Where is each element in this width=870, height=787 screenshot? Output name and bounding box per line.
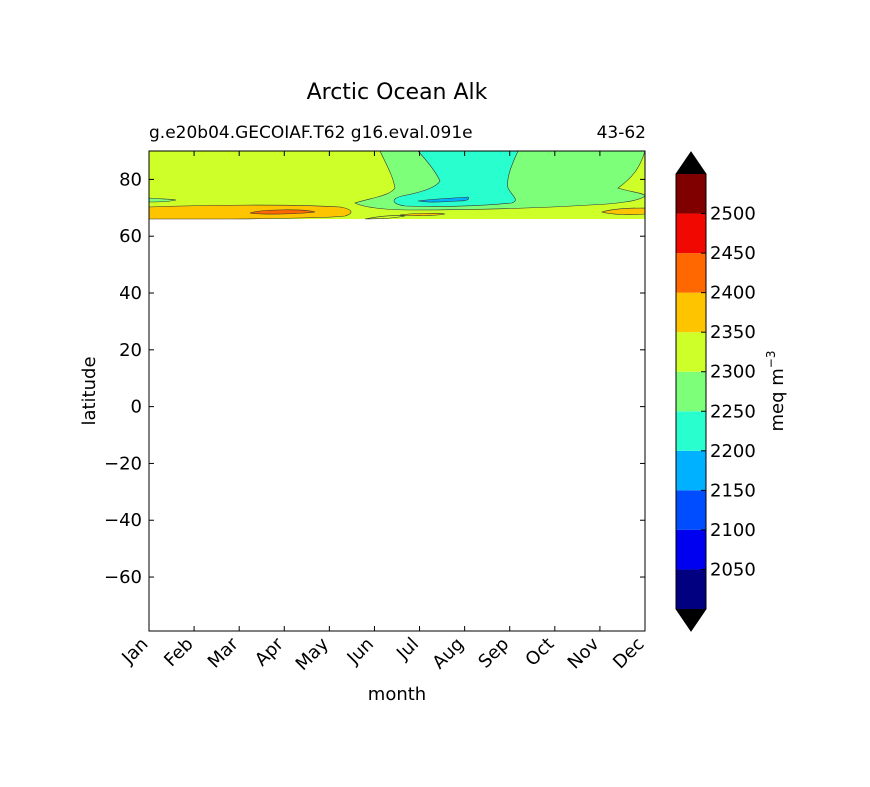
chart-subtitle-right: 43-62	[597, 123, 646, 143]
x-tick-label: Mar	[204, 633, 243, 672]
colorbar-over-arrow	[676, 152, 706, 174]
x-tick-label: Feb	[160, 634, 197, 671]
y-tick-label: 60	[119, 226, 142, 247]
colorbar-tick-label: 2050	[710, 559, 756, 580]
colorbar-segment	[676, 292, 706, 333]
x-tick-label: Jun	[343, 634, 378, 669]
colorbar-outline	[675, 151, 707, 632]
contour-band-2300-edge	[364, 215, 406, 220]
colorbar-tick-label: 2300	[710, 362, 756, 383]
contour-band-2350-right	[600, 207, 645, 215]
colorbar-under-arrow	[676, 609, 706, 631]
colorbar-label-exponent: −3	[764, 351, 778, 369]
x-axis-label: month	[368, 684, 426, 705]
colorbar-label-text: meq m	[767, 368, 788, 431]
contour-fills	[149, 151, 645, 220]
x-tick-label: Jul	[392, 634, 423, 665]
colorbar-segment	[676, 569, 706, 609]
colorbar-segment	[676, 490, 706, 530]
contour-band-2350	[149, 204, 352, 220]
colorbar-tick-label: 2450	[710, 243, 756, 264]
colorbar-segment	[676, 174, 706, 214]
colorbar-tick-label: 2350	[710, 322, 756, 343]
y-tick-label: 20	[119, 340, 142, 361]
y-axis-ticks: 80 60 40 20 0 −20 −40 −60	[104, 169, 645, 588]
contour-band-2400	[249, 209, 316, 215]
x-tick-label: Nov	[564, 633, 604, 673]
colorbar-segment	[676, 332, 706, 372]
x-tick-label: May	[292, 633, 333, 674]
colorbar-tick-label: 2200	[710, 441, 756, 462]
colorbar: 2050 2100 2150 2200 2250 2300 2350 2400 2450 2500	[675, 151, 756, 632]
colorbar-tick-label: 2250	[710, 401, 756, 422]
y-tick-label: −20	[104, 453, 142, 474]
chart-subtitle-left: g.e20b04.GECOIAF.T62 g16.eval.091e	[149, 123, 473, 143]
y-tick-label: −40	[104, 510, 142, 531]
contour-band-2350-mid	[399, 213, 446, 216]
plot-area: Jan Feb Mar Apr May Jun Jul Aug Sep Oct Nov Dec 80 6…	[104, 150, 649, 675]
colorbar-segment	[676, 371, 706, 412]
y-tick-label: 80	[119, 169, 142, 190]
chart-title: Arctic Ocean Alk	[307, 80, 488, 105]
x-tick-label: Aug	[428, 634, 468, 674]
colorbar-segment	[676, 213, 706, 254]
plot-frame	[148, 150, 646, 632]
colorbar-label: meq m−3	[764, 351, 788, 432]
y-axis-label: latitude	[79, 356, 100, 425]
colorbar-segment	[676, 411, 706, 451]
y-tick-label: −60	[104, 567, 142, 588]
x-tick-label: Apr	[251, 633, 288, 670]
x-tick-label: Dec	[609, 634, 648, 673]
colorbar-segment	[676, 529, 706, 570]
colorbar-tick-label: 2500	[710, 204, 756, 225]
y-tick-label: 40	[119, 283, 142, 304]
y-tick-label: 0	[131, 397, 142, 418]
x-tick-label: Sep	[474, 634, 513, 673]
colorbar-tick-label: 2100	[710, 520, 756, 541]
colorbar-segment	[676, 253, 706, 293]
colorbar-tick-label: 2150	[710, 480, 756, 501]
colorbar-tick-label: 2400	[710, 283, 756, 304]
contour-band-2200	[393, 151, 519, 207]
plot-background	[149, 151, 645, 631]
colorbar-segment	[676, 450, 706, 491]
x-tick-label: Jan	[117, 634, 152, 669]
contour-band-2150	[417, 196, 469, 203]
contour-band-2250-left	[149, 197, 177, 203]
x-tick-label: Oct	[521, 634, 558, 671]
